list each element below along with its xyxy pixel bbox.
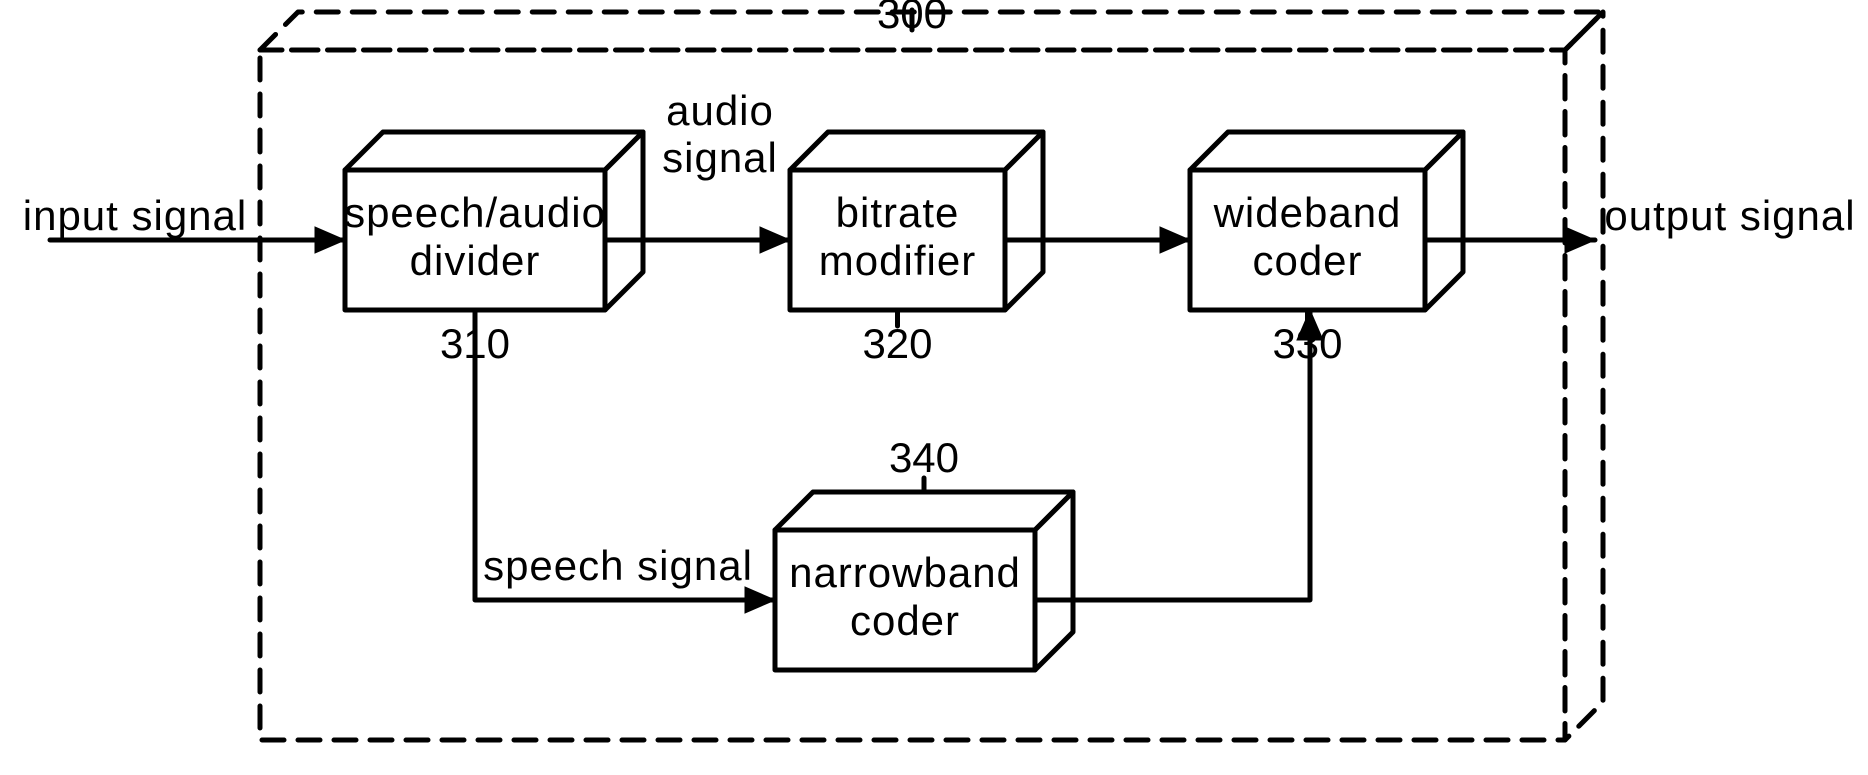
block-narrowband-label-1: coder (850, 597, 960, 644)
block-modifier: bitratemodifier320 (790, 132, 1043, 367)
block-modifier-label-1: modifier (819, 237, 976, 284)
block-wideband-label-1: coder (1252, 237, 1362, 284)
block-narrowband: narrowbandcoder 340 (775, 434, 1073, 670)
label-speech_signal: speech signal (483, 542, 753, 589)
block-divider-label-1: divider (410, 237, 541, 284)
label-audio_signal_2: signal (662, 134, 778, 181)
block-narrowband-label-0: narrowband (789, 549, 1021, 596)
block-modifier-label-0: bitrate (836, 189, 960, 236)
block-wideband-label-0: wideband (1213, 189, 1402, 236)
block-divider-label-0: speech/audio (344, 189, 606, 236)
label-audio_signal_1: audio (666, 87, 774, 134)
label-output_signal: output signal (1604, 192, 1855, 239)
block-divider: speech/audiodivider310 (344, 132, 643, 367)
ref-narrowband: 340 (889, 434, 959, 481)
label-input_signal: input signal (23, 192, 247, 239)
block-wideband: widebandcoder330 (1190, 132, 1463, 367)
